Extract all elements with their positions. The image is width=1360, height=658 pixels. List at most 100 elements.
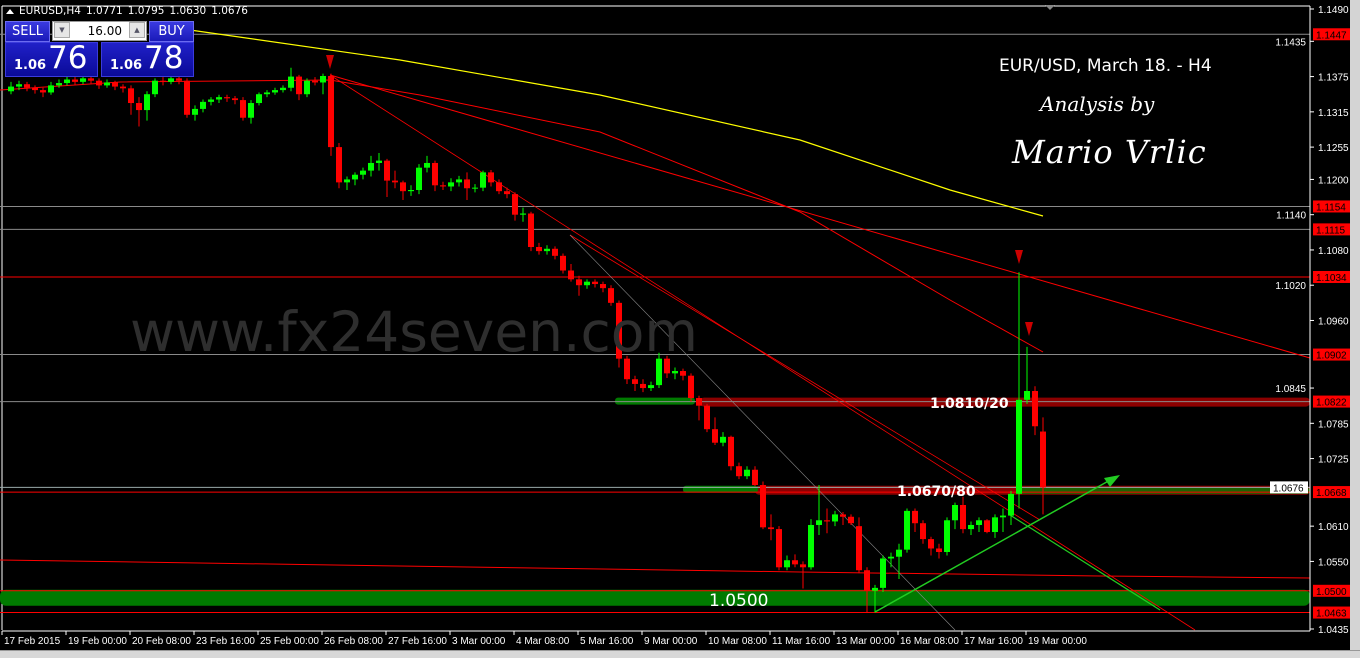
candle-body: [160, 80, 166, 82]
author-signature: Mario Vrlic: [1012, 133, 1207, 171]
candle-body: [120, 86, 126, 89]
candle-body: [840, 514, 846, 517]
trendline-steep: [329, 74, 1196, 631]
trendline-mid: [569, 234, 1041, 521]
candle-body: [288, 76, 294, 88]
candle-body: [256, 94, 262, 104]
candle-body: [616, 302, 622, 359]
analysis-by-text: Analysis by: [1040, 92, 1155, 116]
time-tick-label: 3 Mar 00:00: [452, 636, 506, 647]
candle-body: [848, 516, 854, 524]
candle-body: [648, 385, 654, 389]
price-level-tag: [1313, 348, 1350, 361]
open-value: 1.0771: [85, 5, 123, 17]
candle-body: [832, 514, 838, 522]
shift-marker-icon: [1045, 5, 1055, 10]
lot-size-input[interactable]: 16.00: [52, 21, 147, 41]
candle-body: [784, 560, 790, 568]
candle-body: [992, 517, 998, 533]
price-level-tag-label: 1.0463: [1316, 609, 1347, 620]
candle-body: [712, 429, 718, 443]
buy-price-prefix: 1.06: [110, 58, 143, 73]
price-level-tag: [1313, 606, 1350, 619]
price-tick-label: 1.0610: [1318, 522, 1349, 533]
candle-body: [296, 76, 302, 95]
price-tick-label: 1.0960: [1318, 316, 1349, 327]
candle-body: [528, 213, 534, 248]
candle-body: [128, 88, 134, 104]
candle-body: [456, 179, 462, 183]
candle-body: [608, 288, 614, 303]
lot-increase-icon[interactable]: ▲: [129, 22, 145, 38]
candle-body: [208, 99, 214, 102]
chart-tabs-bar[interactable]: [0, 650, 1360, 658]
candle-body: [112, 82, 118, 87]
candle-body: [400, 182, 406, 192]
buy-button[interactable]: BUY: [149, 21, 194, 42]
right-scroll-strip: [1350, 0, 1360, 650]
candle-body: [32, 87, 38, 91]
price-level-tag-label: 1.1154: [1316, 202, 1346, 213]
price-level-tag-label: 1.1115: [1316, 225, 1346, 236]
candle-body: [280, 87, 286, 91]
candle-body: [488, 172, 494, 183]
candle-body: [904, 510, 910, 550]
sell-price-button[interactable]: 1.06 76: [5, 40, 98, 77]
time-tick-label: 27 Feb 16:00: [388, 636, 447, 647]
candle-body: [352, 174, 358, 180]
time-tick-label: 20 Feb 08:00: [132, 636, 191, 647]
candle-body: [448, 182, 454, 187]
lot-decrease-icon[interactable]: ▼: [54, 22, 70, 38]
candle-body: [544, 248, 550, 252]
price-tick-label: 1.0845: [1275, 384, 1306, 395]
price-tick-label: 1.1435: [1275, 37, 1306, 48]
candle-body: [640, 383, 646, 389]
candle-body: [416, 167, 422, 191]
candle-body: [368, 162, 374, 171]
candle-body: [264, 92, 270, 95]
candle-body: [360, 170, 366, 175]
down-arrow-icon: [1015, 250, 1023, 264]
candle-body: [72, 79, 78, 82]
time-tick-label: 19 Feb 00:00: [68, 636, 127, 647]
candle-body: [816, 520, 822, 525]
collapse-triangle-icon[interactable]: [6, 8, 14, 14]
candle-body: [176, 78, 182, 81]
analysis-title: EUR/USD, March 18. - H4: [999, 56, 1212, 76]
sell-price-pips: 76: [48, 40, 88, 76]
candle-body: [304, 80, 310, 95]
candle-body: [872, 587, 878, 591]
time-tick-label: 4 Mar 08:00: [516, 636, 570, 647]
sell-button[interactable]: SELL: [5, 21, 50, 42]
candle-body: [104, 82, 110, 86]
chart-header: EURUSD,H4 1.0771 1.0795 1.0630 1.0676: [6, 5, 248, 17]
candle-body: [632, 379, 638, 384]
candle-body: [696, 398, 702, 406]
candle-body: [240, 100, 246, 118]
candle-body: [224, 97, 230, 99]
candle-body: [384, 160, 390, 181]
candle-body: [744, 469, 750, 477]
price-tick-label: 1.1255: [1318, 143, 1349, 154]
candle-body: [248, 103, 254, 118]
support-band-1050: [0, 589, 1310, 606]
candle-body: [96, 80, 102, 86]
candle-body: [656, 358, 662, 386]
candle-body: [216, 97, 222, 100]
candle-body: [680, 371, 686, 376]
candle-body: [168, 78, 174, 82]
price-tick-label: 1.0785: [1318, 419, 1349, 430]
candle-body: [40, 90, 46, 93]
price-level-tag-label: 1.0500: [1316, 587, 1347, 598]
candle-body: [688, 375, 694, 399]
price-tick-label: 1.0435: [1318, 625, 1349, 636]
candle-body: [944, 520, 950, 553]
candle-body: [480, 172, 486, 188]
candle-body: [808, 524, 814, 568]
candle-body: [672, 371, 678, 374]
bid-price-tag: [1270, 481, 1308, 494]
buy-price-button[interactable]: 1.06 78: [101, 40, 194, 77]
candle-body: [80, 78, 86, 82]
time-tick-label: 16 Mar 08:00: [900, 636, 959, 647]
